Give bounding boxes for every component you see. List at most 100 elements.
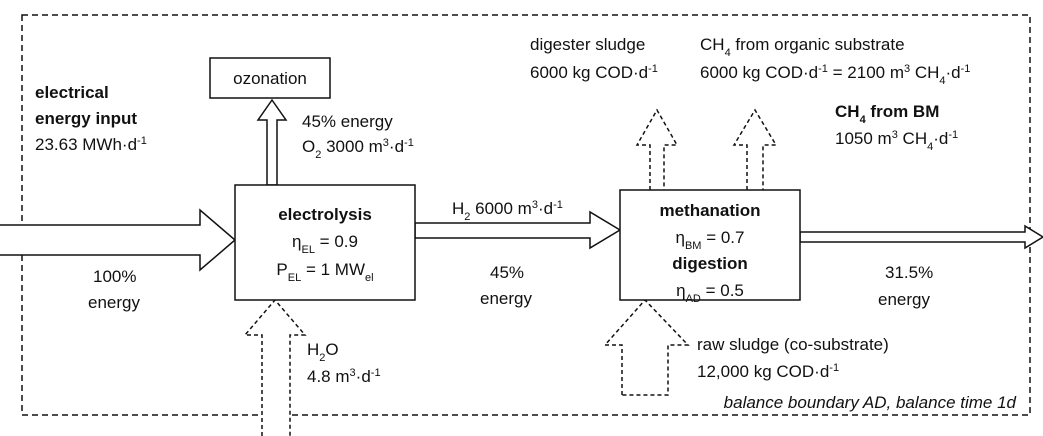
text-part: ·d <box>389 137 404 156</box>
water-label: H2O <box>307 340 339 364</box>
digester-sludge-label: digester sludge <box>530 35 645 54</box>
raw-sludge-flow: 12,000 kg COD·d-1 <box>697 362 839 381</box>
digester-sludge-flow: 6000 kg COD·d-1 <box>530 63 658 82</box>
text-part: 3 <box>904 63 910 75</box>
text-part: -1 <box>553 199 563 211</box>
text-part: ·d <box>356 367 371 386</box>
hydrogen-share: energy <box>480 289 532 308</box>
text-part: = 0.5 <box>701 281 744 300</box>
output-flow: 1050 m3 CH4·d-1 <box>835 129 958 153</box>
text-part: 4.8 m <box>307 367 350 386</box>
input-arrow <box>0 208 237 272</box>
text-part: 2 <box>315 149 321 161</box>
electrolysis-power: PEL = 1 MWel <box>276 260 373 284</box>
text-part: 4 <box>939 75 945 87</box>
text-part: η <box>676 281 685 300</box>
electrolysis-box <box>234 184 416 301</box>
text-part: = 2100 m <box>828 63 904 82</box>
hydrogen-arrow <box>414 210 622 250</box>
output-title: CH4 from BM <box>835 102 939 126</box>
text-part: -1 <box>829 362 839 374</box>
digestion-title: digestion <box>672 254 748 273</box>
text-part: ·d <box>933 129 948 148</box>
output-arrow <box>799 224 1043 250</box>
text-part: 23.63 MWh·d <box>35 135 137 154</box>
water-flow: 4.8 m3·d-1 <box>307 367 381 386</box>
text-part: 1050 m <box>835 129 892 148</box>
organic-methane-flow: 6000 kg COD·d-1 = 2100 m3 CH4·d-1 <box>700 63 970 87</box>
text-part: 3 <box>383 137 389 149</box>
text-part: 6000 kg COD·d <box>700 63 818 82</box>
text-part: H <box>452 199 464 218</box>
oxygen-flow: O2 3000 m3·d-1 <box>302 137 414 161</box>
text-part: 2 <box>319 352 325 364</box>
text-part: -1 <box>818 63 828 75</box>
input-value: 23.63 MWh·d-1 <box>35 135 147 154</box>
input-share: 100% <box>93 267 136 286</box>
text-part: η <box>676 228 685 247</box>
text-part: 4 <box>725 47 731 59</box>
input-title: electrical <box>35 83 109 102</box>
text-part: -1 <box>948 129 958 141</box>
text-part: EL <box>288 272 301 284</box>
hydrogen-share: 45% <box>490 263 524 282</box>
text-part: from BM <box>866 102 940 121</box>
text-part: η <box>292 232 301 251</box>
ozonation-box <box>209 57 331 99</box>
text-part: 3 <box>350 367 356 379</box>
text-part: -1 <box>648 63 658 75</box>
text-part: = 0.7 <box>701 228 744 247</box>
text-part: 3 <box>892 129 898 141</box>
text-part: EL <box>301 244 314 256</box>
balance-boundary <box>21 14 1031 416</box>
text-part: -1 <box>137 135 147 147</box>
text-part: CH <box>910 63 939 82</box>
text-part: 4 <box>927 141 933 153</box>
text-part: P <box>276 260 287 279</box>
text-part: = 1 MW <box>301 260 365 279</box>
text-part: 2 <box>464 211 470 223</box>
organic-methane-label: CH4 from organic substrate <box>700 35 905 59</box>
text-part: -1 <box>371 367 381 379</box>
text-part: el <box>365 272 374 284</box>
text-part: 6000 m <box>470 199 531 218</box>
raw-sludge-label: raw sludge (co-substrate) <box>697 335 889 354</box>
text-part: H <box>307 340 319 359</box>
ozonation-label: ozonation <box>233 69 307 88</box>
text-part: CH <box>898 129 927 148</box>
text-part: 6000 kg COD·d <box>530 63 648 82</box>
digester-sludge-arrow <box>635 108 679 190</box>
reactor-box <box>619 189 801 301</box>
output-share: 31.5% <box>885 263 933 282</box>
text-part: ·d <box>946 63 961 82</box>
input-share: energy <box>88 293 140 312</box>
raw-sludge-arrow <box>603 298 690 396</box>
text-part: 3 <box>532 199 538 211</box>
text-part: -1 <box>961 63 971 75</box>
methane-arrow <box>732 108 778 190</box>
methanation-title: methanation <box>659 201 760 220</box>
text-part: 3000 m <box>321 137 382 156</box>
text-part: 4 <box>860 114 867 126</box>
bm-efficiency: ηBM = 0.7 <box>676 228 745 252</box>
text-part: -1 <box>404 137 414 149</box>
electrolysis-efficiency: ηEL = 0.9 <box>292 232 358 256</box>
oxygen-share: 45% energy <box>302 112 393 131</box>
text-part: CH <box>700 35 725 54</box>
text-part: BM <box>685 240 702 252</box>
text-part: O <box>325 340 338 359</box>
ad-efficiency: ηAD = 0.5 <box>676 281 744 305</box>
electrolysis-title: electrolysis <box>278 205 372 224</box>
text-part: from organic substrate <box>731 35 905 54</box>
boundary-label: balance boundary AD, balance time 1d <box>724 393 1017 412</box>
hydrogen-flow: H2 6000 m3·d-1 <box>452 199 563 223</box>
text-part: AD <box>686 293 701 305</box>
text-part: O <box>302 137 315 156</box>
text-part: = 0.9 <box>315 232 358 251</box>
output-share: energy <box>878 290 930 309</box>
input-title: energy input <box>35 109 137 128</box>
text-part: ·d <box>538 199 553 218</box>
text-part: 12,000 kg COD·d <box>697 362 829 381</box>
oxygen-arrow <box>256 98 288 186</box>
